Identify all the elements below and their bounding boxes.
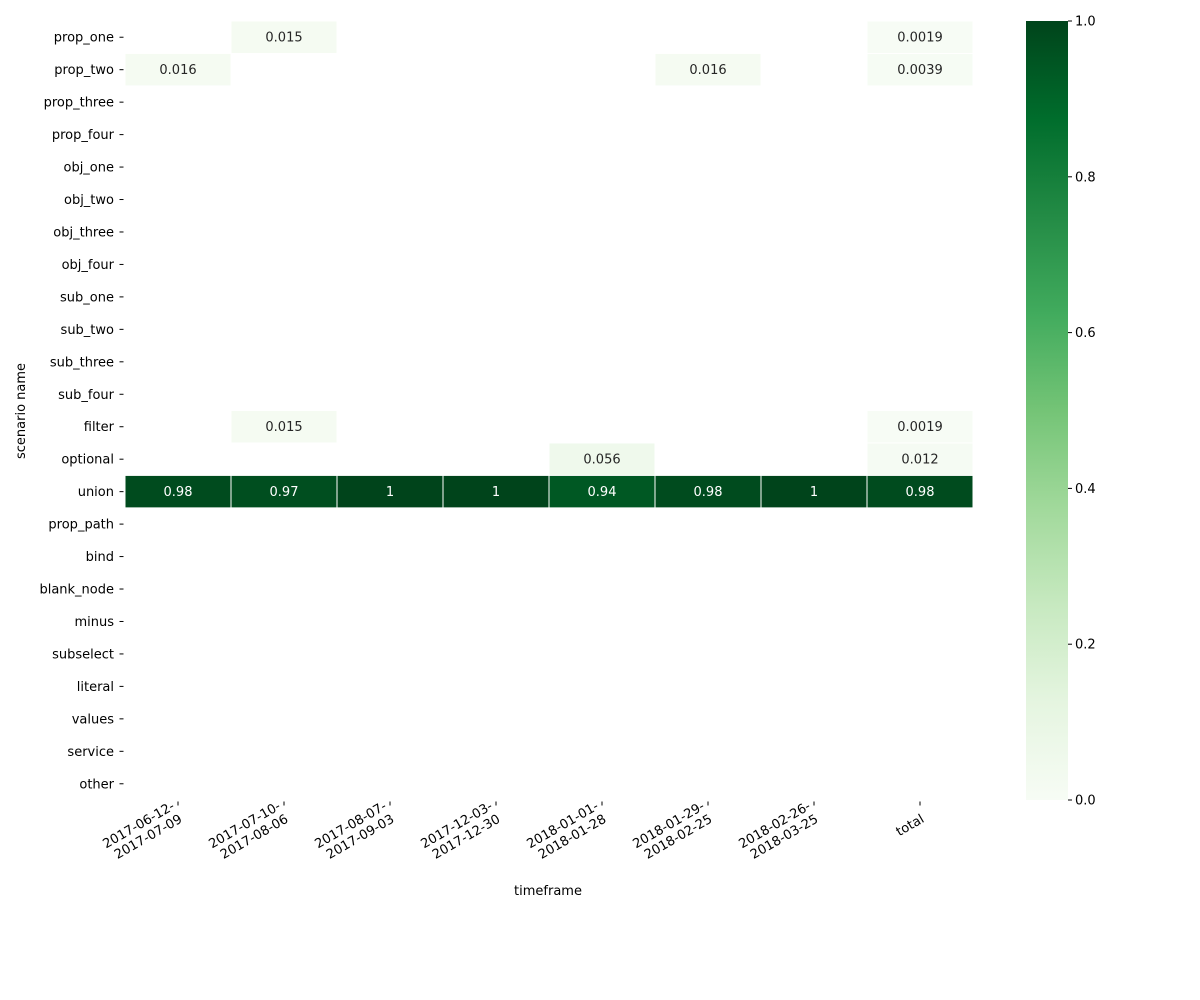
heatmap-cell [230, 20, 338, 54]
y-tick-label: prop_two [54, 63, 114, 78]
heatmap-cell [866, 474, 974, 509]
y-tick-label: obj_four [62, 258, 115, 273]
colorbar-tick-label: 0.2 [1075, 638, 1096, 653]
x-tick-label: 2017-06-12-2017-07-09 [101, 799, 185, 863]
x-axis: 2017-06-12-2017-07-09 2017-07-10-2017-08-… [101, 799, 927, 863]
heatmap-cell [336, 474, 444, 509]
y-tick-label: prop_path [48, 518, 114, 533]
colorbar-tick-label: 0.6 [1075, 326, 1096, 341]
x-tick-label: 2017-08-07-2017-09-03 [313, 799, 397, 863]
cell-value-label: 0.98 [694, 485, 723, 500]
cell-value-label: 0.012 [901, 453, 938, 468]
cell-value-label: 0.0019 [897, 31, 943, 46]
x-tick-label: 2018-01-29-2018-02-25 [631, 799, 715, 863]
y-tick-label: prop_one [54, 31, 114, 46]
colorbar: 0.0 0.2 0.4 0.6 0.8 1.0 [1026, 15, 1096, 809]
cell-value-label: 0.016 [159, 63, 196, 78]
cell-value-label: 0.015 [265, 420, 302, 435]
y-axis: prop_one prop_two prop_three prop_four obj_o… [39, 31, 124, 792]
cell-value-label: 0.0019 [897, 420, 943, 435]
y-tick-label: filter [84, 420, 115, 435]
heatmap-cell [230, 410, 338, 444]
y-tick-label: optional [61, 453, 114, 468]
y-tick-label: prop_four [52, 128, 115, 143]
colorbar-tick-label: 0.4 [1075, 482, 1096, 497]
y-tick-label: obj_two [64, 193, 114, 208]
colorbar-tick-label: 0.0 [1075, 794, 1096, 809]
y-tick-label: prop_three [44, 96, 114, 111]
x-tick-label: total [894, 812, 927, 840]
cell-value-label: 1 [810, 485, 818, 500]
colorbar-tick-label: 0.8 [1075, 170, 1096, 185]
heatmap-cell [442, 474, 550, 509]
heatmap-cell [124, 474, 232, 509]
x-tick-label-line: total [894, 812, 927, 840]
x-tick-label: 2017-07-10-2017-08-06 [207, 799, 291, 863]
cell-value-label: 0.015 [265, 31, 302, 46]
cell-value-label: 0.98 [164, 485, 193, 500]
colorbar-gradient [1026, 21, 1068, 800]
cell-value-label: 1 [386, 485, 394, 500]
cell-value-label: 0.98 [906, 485, 935, 500]
cell-value-label: 0.97 [270, 485, 299, 500]
y-tick-label: minus [74, 615, 114, 630]
y-tick-label: obj_three [53, 225, 114, 240]
y-tick-label: sub_four [58, 388, 115, 403]
x-axis-label: timeframe [514, 884, 582, 899]
x-tick-label: 2018-02-26-2018-03-25 [737, 799, 821, 863]
colorbar-tick-label: 1.0 [1075, 15, 1096, 30]
y-tick-label: values [72, 712, 115, 727]
y-tick-label: literal [77, 680, 114, 695]
y-tick-label: sub_three [50, 355, 114, 370]
heatmap-cell [548, 442, 656, 476]
y-tick-label: service [67, 745, 114, 760]
y-tick-label: obj_one [63, 161, 114, 176]
y-tick-label: other [79, 777, 114, 792]
cell-value-label: 0.0039 [897, 63, 943, 78]
heatmap-cell [124, 52, 232, 87]
cell-value-label: 0.94 [588, 485, 617, 500]
cell-value-label: 1 [492, 485, 500, 500]
heatmap-cell [866, 20, 974, 54]
y-tick-label: union [78, 485, 114, 500]
heatmap-cells: 0.015 0.0019 0.016 0.016 0.0039 0.015 0.0019 0.… [124, 20, 974, 509]
heatmap-cell [654, 52, 762, 87]
y-tick-label: subselect [52, 647, 114, 662]
x-tick-label: 2018-01-01-2018-01-28 [525, 799, 609, 863]
y-tick-label: blank_node [39, 583, 114, 598]
heatmap-cell [866, 52, 974, 87]
y-tick-label: bind [86, 550, 114, 565]
y-tick-label: sub_one [60, 290, 114, 305]
cell-value-label: 0.056 [583, 453, 620, 468]
heatmap-cell [548, 474, 656, 509]
y-axis-label: scenario name [14, 363, 29, 459]
heatmap-cell [760, 474, 868, 509]
cell-value-label: 0.016 [689, 63, 726, 78]
y-tick-label: sub_two [61, 323, 114, 338]
x-tick-label: 2017-12-03-2017-12-30 [419, 799, 503, 863]
